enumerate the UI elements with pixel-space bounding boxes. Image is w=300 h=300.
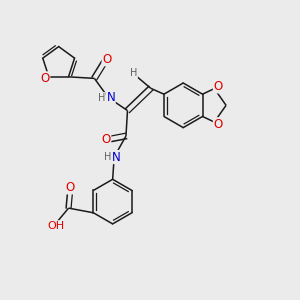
Text: N: N bbox=[106, 91, 115, 104]
Text: O: O bbox=[40, 72, 50, 85]
Text: O: O bbox=[213, 118, 223, 131]
Text: N: N bbox=[112, 151, 121, 164]
Text: O: O bbox=[101, 133, 111, 146]
Text: OH: OH bbox=[48, 221, 65, 231]
Text: H: H bbox=[104, 152, 111, 162]
Text: O: O bbox=[102, 53, 111, 66]
Text: H: H bbox=[130, 68, 137, 78]
Text: O: O bbox=[65, 181, 75, 194]
Text: O: O bbox=[213, 80, 223, 93]
Text: H: H bbox=[98, 93, 105, 103]
